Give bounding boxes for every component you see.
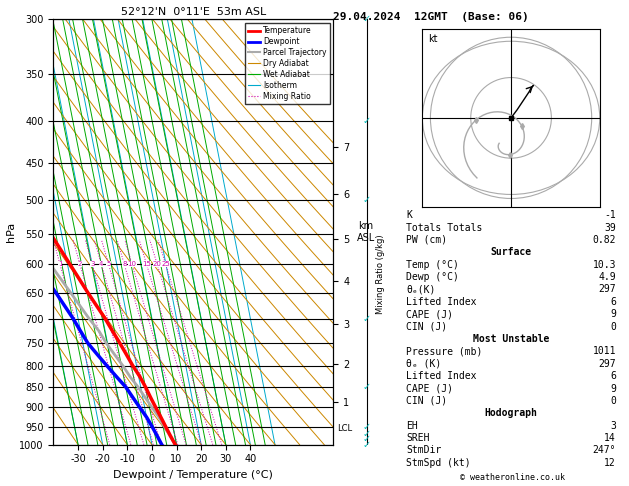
Text: Surface: Surface: [491, 247, 532, 257]
Text: 29.04.2024  12GMT  (Base: 06): 29.04.2024 12GMT (Base: 06): [333, 12, 529, 22]
Text: ✓: ✓: [363, 15, 370, 24]
Text: 6: 6: [610, 297, 616, 307]
Text: ✓: ✓: [363, 440, 370, 450]
Text: StmDir: StmDir: [406, 445, 442, 455]
Text: PW (cm): PW (cm): [406, 235, 447, 245]
Text: 3: 3: [90, 261, 94, 267]
Text: StmSpd (kt): StmSpd (kt): [406, 458, 470, 468]
Text: 12: 12: [604, 458, 616, 468]
Text: 10: 10: [128, 261, 136, 267]
Text: EH: EH: [406, 421, 418, 431]
Text: θₑ(K): θₑ(K): [406, 284, 435, 295]
Text: ✓: ✓: [363, 116, 370, 126]
Text: ✓: ✓: [363, 421, 370, 432]
Text: 20: 20: [153, 261, 162, 267]
Text: 0.82: 0.82: [593, 235, 616, 245]
Text: Totals Totals: Totals Totals: [406, 223, 482, 233]
Text: ✓: ✓: [363, 429, 370, 439]
Text: Mixing Ratio (g/kg): Mixing Ratio (g/kg): [376, 235, 385, 314]
Text: 4: 4: [99, 261, 104, 267]
Text: Lifted Index: Lifted Index: [406, 371, 477, 381]
Text: CIN (J): CIN (J): [406, 396, 447, 406]
Text: 1011: 1011: [593, 347, 616, 356]
Legend: Temperature, Dewpoint, Parcel Trajectory, Dry Adiabat, Wet Adiabat, Isotherm, Mi: Temperature, Dewpoint, Parcel Trajectory…: [245, 23, 330, 104]
Text: 6: 6: [610, 371, 616, 381]
Text: Lifted Index: Lifted Index: [406, 297, 477, 307]
Text: 25: 25: [161, 261, 170, 267]
Text: 8: 8: [122, 261, 126, 267]
Text: SREH: SREH: [406, 433, 430, 443]
Text: 297: 297: [598, 359, 616, 369]
Text: -1: -1: [604, 210, 616, 220]
Text: 9: 9: [610, 383, 616, 394]
Text: 3: 3: [610, 421, 616, 431]
Text: θₑ (K): θₑ (K): [406, 359, 442, 369]
Text: Dewp (°C): Dewp (°C): [406, 272, 459, 282]
Text: 0: 0: [610, 322, 616, 331]
Text: 14: 14: [604, 433, 616, 443]
Text: 1: 1: [58, 261, 62, 267]
Text: ✓: ✓: [363, 313, 370, 324]
Text: kt: kt: [428, 35, 437, 45]
Text: CAPE (J): CAPE (J): [406, 383, 453, 394]
Text: ✓: ✓: [363, 195, 370, 205]
Text: 247°: 247°: [593, 445, 616, 455]
Text: 2: 2: [78, 261, 82, 267]
Text: ✓: ✓: [363, 434, 370, 444]
Text: Temp (°C): Temp (°C): [406, 260, 459, 270]
Text: 15: 15: [142, 261, 151, 267]
Text: © weatheronline.co.uk: © weatheronline.co.uk: [460, 473, 565, 482]
Y-axis label: km
ASL: km ASL: [357, 221, 375, 243]
Text: 0: 0: [610, 396, 616, 406]
Text: 9: 9: [610, 309, 616, 319]
Text: Pressure (mb): Pressure (mb): [406, 347, 482, 356]
Text: 5: 5: [106, 261, 111, 267]
Text: 4.9: 4.9: [598, 272, 616, 282]
Text: ✓: ✓: [363, 382, 370, 392]
Text: 39: 39: [604, 223, 616, 233]
Text: CAPE (J): CAPE (J): [406, 309, 453, 319]
Text: Hodograph: Hodograph: [484, 408, 538, 418]
Y-axis label: hPa: hPa: [6, 222, 16, 242]
Text: LCL: LCL: [338, 424, 353, 433]
Text: Most Unstable: Most Unstable: [473, 334, 549, 344]
X-axis label: Dewpoint / Temperature (°C): Dewpoint / Temperature (°C): [113, 470, 274, 480]
Title: 52°12'N  0°11'E  53m ASL: 52°12'N 0°11'E 53m ASL: [121, 7, 266, 17]
Text: K: K: [406, 210, 412, 220]
Text: CIN (J): CIN (J): [406, 322, 447, 331]
Text: 297: 297: [598, 284, 616, 295]
Text: 10.3: 10.3: [593, 260, 616, 270]
